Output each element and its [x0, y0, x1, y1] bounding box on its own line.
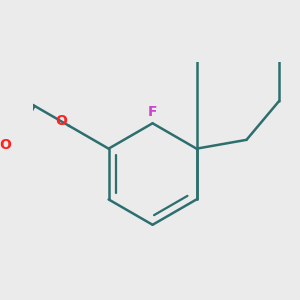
- Text: O: O: [0, 138, 11, 152]
- Text: O: O: [55, 114, 67, 128]
- Text: F: F: [148, 105, 157, 119]
